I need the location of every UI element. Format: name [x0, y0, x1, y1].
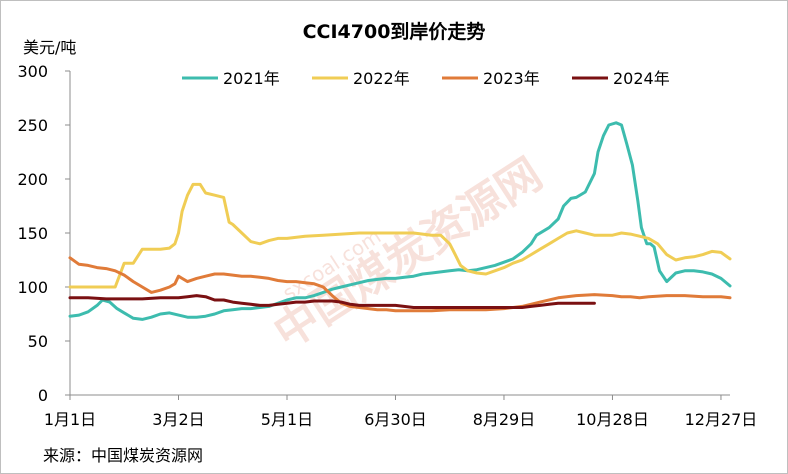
x-tick-label: 3月2日 — [152, 410, 204, 429]
y-tick-labels: 0 50 100 150 200 250 300 — [17, 62, 48, 405]
x-tick-label: 8月29日 — [473, 410, 536, 429]
y-tick-label: 200 — [17, 170, 48, 189]
y-axis-unit: 美元/吨 — [23, 38, 76, 57]
source-note: 来源：中国煤炭资源网 — [43, 446, 203, 465]
y-tick-label: 250 — [17, 116, 48, 135]
x-tick-label: 10月28日 — [576, 410, 649, 429]
series-lines — [68, 121, 732, 321]
chart-title: CCI4700到岸价走势 — [303, 20, 486, 43]
legend: 2021年 2022年 2023年 2024年 — [182, 69, 670, 88]
series-line-3 — [68, 256, 732, 313]
series-line-4 — [68, 294, 596, 309]
x-tick-label: 12月27日 — [685, 410, 758, 429]
x-tick-label: 5月1日 — [261, 410, 313, 429]
y-tick-label: 50 — [28, 332, 48, 351]
legend-label-4: 2024年 — [613, 69, 670, 88]
y-tick-label: 150 — [17, 224, 48, 243]
y-tick-label: 0 — [38, 386, 48, 405]
legend-label-1: 2021年 — [223, 69, 280, 88]
legend-label-2: 2022年 — [353, 69, 410, 88]
watermark: 中国煤炭资源网 sxcoal.com — [265, 149, 551, 360]
series-line-1 — [68, 121, 732, 321]
y-tick-label: 100 — [17, 278, 48, 297]
x-tick-label: 6月30日 — [364, 410, 427, 429]
y-tick-label: 300 — [17, 62, 48, 81]
legend-label-3: 2023年 — [483, 69, 540, 88]
x-tick-labels: 1月1日 3月2日 5月1日 6月30日 8月29日 10月28日 12月27日 — [44, 410, 758, 429]
watermark-text: 中国煤炭资源网 — [265, 149, 551, 360]
series-line-2 — [68, 182, 732, 289]
x-tick-label: 1月1日 — [44, 410, 96, 429]
axes — [65, 70, 730, 400]
